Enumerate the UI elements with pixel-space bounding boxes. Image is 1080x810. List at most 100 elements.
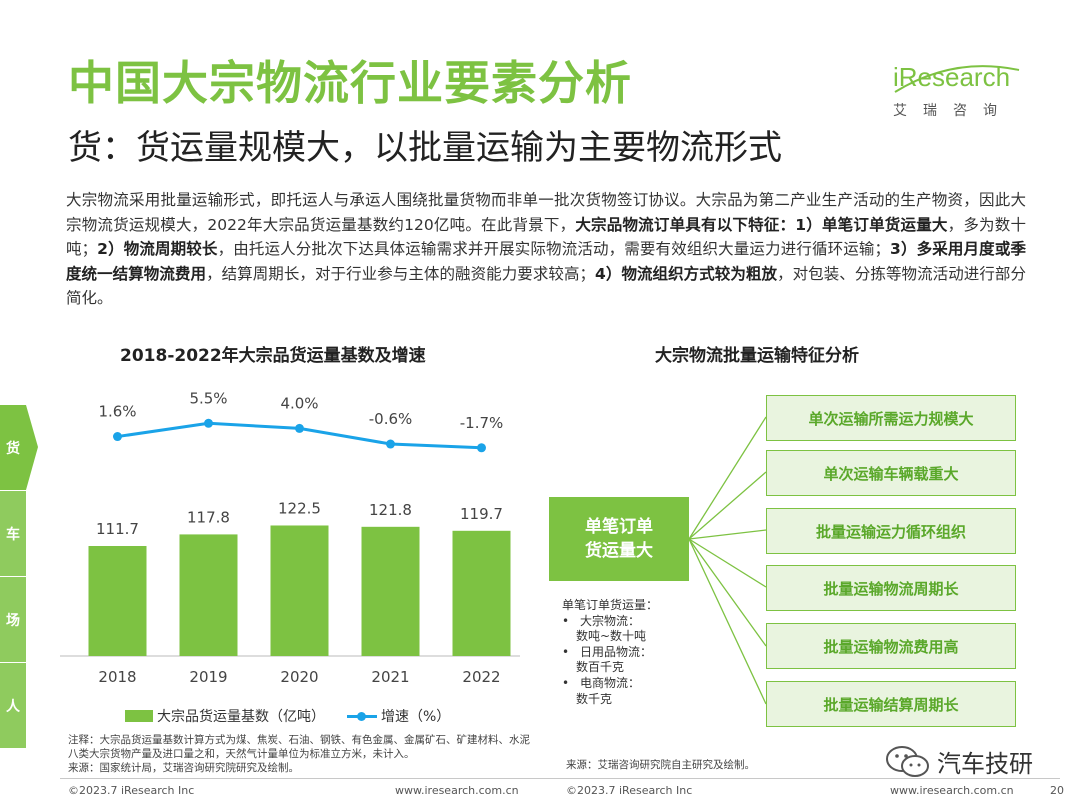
- wechat-icon: [886, 745, 929, 777]
- volume-item-name: 日用品物流：: [562, 645, 658, 661]
- growth-value-label: 4.0%: [280, 394, 318, 412]
- side-tab-label: 货: [6, 440, 20, 457]
- volume-list: 单笔订单货运量： 大宗物流： 数吨~数十吨 日用品物流： 数百千克 电商物流： …: [562, 598, 658, 707]
- feature-label: 单次运输车辆载重大: [823, 464, 959, 483]
- chart-title: 2018-2022年大宗品货运量基数及增速: [120, 346, 426, 366]
- feature-box: 批量运输运力循环组织: [766, 508, 1016, 554]
- feature-label: 批量运输运力循环组织: [815, 522, 966, 541]
- connector-line: [688, 416, 767, 540]
- growth-point: [204, 418, 213, 428]
- feature-label: 批量运输物流费用高: [823, 637, 959, 656]
- growth-point: [477, 443, 486, 453]
- watermark-text: 汽车技研: [937, 750, 1033, 778]
- feature-label: 单次运输所需运力规模大: [808, 409, 974, 428]
- page-number: 20: [1050, 784, 1064, 797]
- intro-bold-2: 2）物流周期较长: [97, 240, 218, 259]
- bar-mark: [270, 525, 329, 656]
- side-tab-people[interactable]: 人: [0, 663, 26, 748]
- freight-volume-chart: 111.7 2018 117.8 2019 122.5 2020 121.8 2021 119.…: [60, 390, 520, 686]
- legend-line-label: 增速（%）: [381, 709, 451, 725]
- side-tab-nav: 货 车 场 人: [0, 405, 38, 749]
- page-title: 中国大宗物流行业要素分析: [68, 56, 632, 110]
- bar-mark: [88, 546, 147, 656]
- growth-point: [295, 423, 304, 433]
- x-tick-label: 2021: [371, 668, 409, 686]
- footer-copyright-right: ©2023.7 iResearch Inc: [566, 784, 693, 797]
- diagram-connectors: [688, 416, 767, 705]
- intro-text-3: ，由托运人分批次下达具体运输需求并开展实际物流活动，需要有效组织大量运力进行循环…: [217, 240, 891, 259]
- feature-box: 批量运输物流周期长: [766, 565, 1016, 611]
- growth-point: [113, 432, 122, 442]
- chart-source: 来源：国家统计局，艾瑞咨询研究院研究及绘制。: [68, 762, 299, 774]
- connector-line: [688, 538, 767, 647]
- chart-legend: 大宗品货运量基数（亿吨） 增速（%）: [125, 706, 450, 726]
- chart-notes: 注释：大宗品货运量基数计算方式为煤、焦炭、石油、钢铁、有色金属、金属矿石、矿建材…: [68, 733, 538, 775]
- side-tab-goods[interactable]: 货: [0, 405, 38, 490]
- legend-bar-swatch: [125, 710, 153, 722]
- volume-item-value: 数百千克: [576, 660, 625, 675]
- intro-text-5: ，对包装、分拣等物流活动进行部分简化。: [66, 264, 1026, 308]
- connector-line: [688, 529, 767, 540]
- intro-text-2: ，多为数十吨；: [66, 215, 1026, 259]
- connector-line: [688, 538, 767, 705]
- intro-text-4: ，结算周期长，对于行业参与主体的融资能力要求较高；: [206, 264, 596, 283]
- footer-copyright-left: ©2023.7 iResearch Inc: [68, 784, 195, 797]
- x-tick-label: 2018: [98, 668, 136, 686]
- x-tick-label: 2020: [280, 668, 318, 686]
- feature-box: 单次运输所需运力规模大: [766, 395, 1016, 441]
- bar-value-label: 122.5: [278, 499, 321, 517]
- side-tab-label: 车: [6, 526, 20, 543]
- feature-label: 批量运输结算周期长: [823, 695, 959, 714]
- intro-bold-3: 3）多采用月度或季度统一结算物流费用: [66, 240, 1026, 283]
- footer-url-right[interactable]: www.iresearch.com.cn: [890, 784, 1014, 797]
- x-tick-label: 2019: [189, 668, 227, 686]
- legend-bar-label: 大宗品货运量基数（亿吨）: [157, 709, 325, 725]
- bar-mark: [179, 534, 238, 656]
- side-tab-vehicles[interactable]: 车: [0, 491, 26, 576]
- volume-item-name: 大宗物流：: [562, 614, 658, 630]
- feature-box: 单次运输车辆载重大: [766, 450, 1016, 496]
- intro-paragraph: 大宗物流采用批量运输形式，即托运人与承运人围绕批量货物而非单一批次货物签订协议。…: [66, 188, 1026, 311]
- growth-point: [386, 439, 395, 449]
- growth-value-label: -1.7%: [460, 414, 504, 432]
- diagram-title: 大宗物流批量运输特征分析: [655, 346, 859, 366]
- volume-item-value: 数千克: [576, 691, 613, 706]
- growth-value-label: -0.6%: [369, 410, 413, 428]
- legend-line-swatch: [347, 710, 377, 722]
- bar-value-label: 117.8: [187, 508, 230, 526]
- growth-value-label: 1.6%: [98, 403, 136, 421]
- center-node: 单笔订单 货运量大: [549, 497, 689, 581]
- footer-divider: [60, 778, 1060, 779]
- iresearch-logo: iResearch 艾瑞咨询: [893, 62, 1023, 119]
- wechat-watermark: 汽车技研: [885, 744, 1033, 779]
- growth-value-label: 5.5%: [189, 390, 227, 407]
- side-tab-label: 场: [6, 612, 20, 629]
- logo-swoosh-icon: [894, 65, 1020, 93]
- feature-box: 批量运输结算周期长: [766, 681, 1016, 727]
- bar-value-label: 119.7: [460, 505, 503, 523]
- logo-cn-name: 艾瑞咨询: [893, 103, 1013, 119]
- footer-url-left[interactable]: www.iresearch.com.cn: [395, 784, 519, 797]
- side-tab-label: 人: [6, 698, 20, 715]
- intro-bold-4: 4）物流组织方式较为粗放: [595, 264, 778, 283]
- bar-value-label: 121.8: [369, 501, 412, 519]
- chart-note: 注释：大宗品货运量基数计算方式为煤、焦炭、石油、钢铁、有色金属、金属矿石、矿建材…: [68, 734, 530, 760]
- bar-mark: [452, 530, 511, 656]
- logo-wordmark: iResearch: [893, 62, 1011, 92]
- x-tick-label: 2022: [462, 668, 500, 686]
- bar-value-label: 111.7: [96, 520, 139, 538]
- feature-label: 批量运输物流周期长: [823, 579, 959, 598]
- diagram-source: 来源：艾瑞咨询研究院自主研究及绘制。: [566, 759, 755, 771]
- feature-box: 批量运输物流费用高: [766, 623, 1016, 669]
- side-tab-venue[interactable]: 场: [0, 577, 26, 662]
- connector-line: [688, 471, 767, 540]
- connector-line: [688, 538, 767, 588]
- volume-item-name: 电商物流：: [562, 676, 658, 692]
- bar-mark: [361, 526, 420, 656]
- volume-list-title: 单笔订单货运量：: [562, 598, 659, 612]
- volume-item-value: 数吨~数十吨: [576, 629, 647, 644]
- page-subtitle: 货：货运量规模大，以批量运输为主要物流形式: [68, 128, 782, 168]
- intro-text-1: 大宗物流采用批量运输形式，即托运人与承运人围绕批量货物而非单一批次货物签订协议。…: [66, 191, 1026, 234]
- center-node-label: 单笔订单 货运量大: [585, 517, 653, 561]
- intro-bold-1: 大宗品物流订单具有以下特征：1）单笔订单货运量大: [575, 215, 948, 234]
